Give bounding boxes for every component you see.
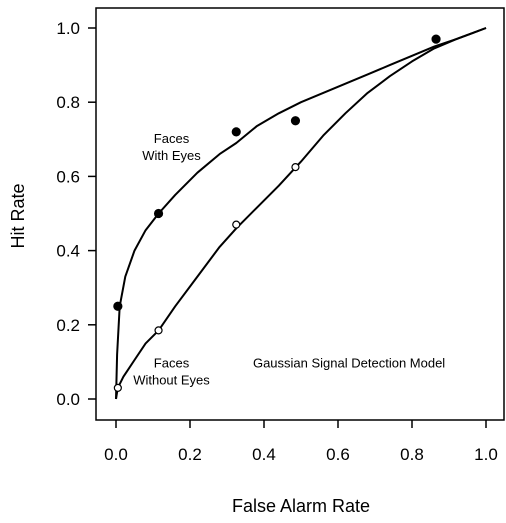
data-point-filled xyxy=(113,301,123,311)
x-axis: 0.0 0.2 0.4 0.6 0.8 1.0 xyxy=(104,420,498,464)
data-point-open xyxy=(291,163,300,172)
data-point-filled xyxy=(431,34,441,44)
annotation-line: Faces xyxy=(154,131,190,146)
x-axis-label: False Alarm Rate xyxy=(232,496,370,516)
x-tick-label: 0.0 xyxy=(104,445,128,464)
annotation-line: Faces xyxy=(154,355,190,370)
annotations: Faces With Eyes Faces Without Eyes Gaussian … xyxy=(133,131,445,387)
annotation-line: With Eyes xyxy=(142,148,201,163)
data-point-open xyxy=(232,220,241,229)
x-tick-label: 0.6 xyxy=(326,445,350,464)
data-point-open xyxy=(113,383,122,392)
annotation: Faces Without Eyes xyxy=(133,355,210,387)
x-tick-label: 0.8 xyxy=(400,445,424,464)
plot-frame xyxy=(95,7,505,421)
data-markers xyxy=(113,34,441,392)
x-tick-label: 0.2 xyxy=(178,445,202,464)
y-tick-label: 0.8 xyxy=(56,93,80,112)
data-point-open xyxy=(154,326,163,335)
y-tick-label: 0.2 xyxy=(56,316,80,335)
x-tick-label: 1.0 xyxy=(474,445,498,464)
x-tick-label: 0.4 xyxy=(252,445,276,464)
annotation-line: Without Eyes xyxy=(133,372,210,387)
y-axis: 0.0 0.2 0.4 0.6 0.8 1.0 xyxy=(56,19,96,409)
y-axis-label: Hit Rate xyxy=(8,183,28,248)
roc-curve-2 xyxy=(115,27,487,400)
annotation: Faces With Eyes xyxy=(142,131,201,163)
roc-curve-1 xyxy=(115,27,487,400)
data-point-filled xyxy=(290,116,301,126)
roc-curves xyxy=(115,27,487,400)
data-point-filled xyxy=(153,208,164,219)
y-tick-label: 0.4 xyxy=(56,242,80,261)
annotation: Gaussian Signal Detection Model xyxy=(253,355,445,370)
annotation-line: Gaussian Signal Detection Model xyxy=(253,355,445,370)
y-tick-label: 1.0 xyxy=(56,19,80,38)
data-point-filled xyxy=(231,127,241,137)
y-tick-label: 0.0 xyxy=(56,390,80,409)
y-tick-label: 0.6 xyxy=(56,167,80,186)
